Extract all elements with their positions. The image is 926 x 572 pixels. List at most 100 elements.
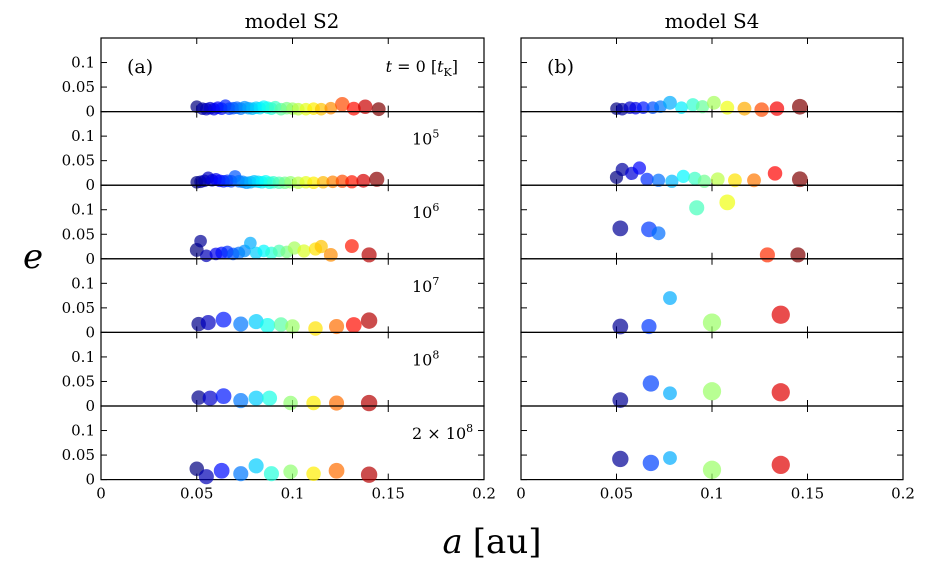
data-point — [695, 100, 710, 114]
y-tick-label: 0.1 — [71, 422, 95, 440]
y-axis-label: e — [23, 237, 43, 277]
panel-frame — [520, 184, 904, 260]
data-point — [369, 171, 385, 187]
data-point — [663, 386, 677, 401]
data-point — [612, 220, 629, 237]
data-point — [612, 318, 629, 335]
data-point — [191, 390, 206, 405]
title-model-s4: model S4 — [665, 9, 760, 33]
data-point — [689, 200, 705, 216]
data-point — [371, 102, 386, 117]
y-tick-label: 0 — [85, 250, 95, 268]
y-tick-label: 0.05 — [62, 446, 95, 464]
title-model-s2: model S2 — [245, 9, 340, 33]
row-label-time-exp: 7 — [432, 275, 439, 288]
data-point — [767, 166, 783, 181]
row-label-time-exp: 8 — [466, 422, 473, 435]
data-point — [754, 102, 769, 117]
row-label-time: 108 — [412, 348, 439, 369]
data-point — [335, 96, 350, 112]
data-point — [248, 390, 264, 406]
row-label-time: t = 0 [tK] — [386, 57, 458, 79]
data-point — [642, 454, 660, 472]
data-point — [306, 466, 321, 481]
x-tick-label: 0.15 — [791, 485, 824, 503]
data-point — [651, 226, 666, 241]
data-point — [233, 393, 249, 409]
y-tick-label: 0 — [85, 471, 95, 489]
data-point — [273, 317, 289, 332]
data-point — [248, 458, 264, 474]
data-point — [213, 462, 230, 479]
data-point — [356, 173, 371, 188]
data-point — [612, 392, 629, 408]
x-tick-label: 0.1 — [700, 485, 724, 503]
data-point — [612, 450, 629, 468]
data-point — [285, 319, 300, 334]
data-point — [790, 247, 806, 263]
y-tick-label: 0.1 — [71, 348, 95, 366]
data-point — [791, 171, 808, 188]
data-point — [344, 239, 359, 253]
data-point — [636, 101, 650, 114]
data-point — [361, 247, 377, 263]
row-label-time-close: ] — [452, 57, 458, 76]
data-point — [697, 174, 711, 188]
data-point — [323, 247, 338, 262]
row-label-time-base: 10 — [412, 203, 432, 222]
row-label-time-eq: = 0 [ — [392, 57, 437, 76]
x-tick-label: 0.2 — [472, 485, 496, 503]
data-point — [791, 98, 808, 115]
data-point — [233, 466, 249, 482]
data-point — [233, 316, 249, 332]
x-tick-label: 0 — [516, 485, 526, 503]
data-point — [727, 173, 742, 188]
y-tick-label: 0 — [85, 103, 95, 121]
data-point — [335, 174, 349, 188]
y-tick-label: 0.05 — [62, 152, 95, 170]
y-tick-label: 0.1 — [71, 201, 95, 219]
y-tick-label: 0 — [85, 397, 95, 415]
row-label-time-sub: K — [444, 66, 453, 79]
data-point — [706, 95, 721, 110]
x-tick-label: 0 — [96, 485, 106, 503]
data-point — [771, 305, 790, 324]
y-tick-label: 0 — [85, 176, 95, 194]
panel-label: (b) — [547, 56, 574, 78]
data-point — [328, 462, 345, 479]
data-point — [771, 455, 790, 475]
data-point — [651, 173, 666, 187]
y-tick-label: 0.05 — [62, 78, 95, 96]
data-point — [261, 390, 278, 406]
data-point — [719, 194, 736, 211]
row-label-time-unit: t — [437, 57, 444, 76]
data-point — [665, 174, 679, 188]
row-label-time-base: 10 — [412, 277, 432, 296]
data-point — [314, 239, 328, 254]
data-point — [215, 388, 232, 405]
row-label-time-exp: 8 — [432, 348, 439, 361]
data-point — [283, 464, 298, 479]
row-label-time-base: 10 — [412, 350, 432, 369]
data-point — [702, 313, 722, 332]
row-label-time-var: t — [386, 57, 393, 76]
data-point — [769, 101, 785, 116]
row-label-time: 2 × 108 — [412, 422, 473, 443]
data-point — [702, 382, 722, 401]
data-point — [737, 101, 752, 116]
row-label-time: 106 — [412, 201, 439, 222]
row-label-time-base: 10 — [412, 130, 432, 149]
data-point — [328, 318, 345, 335]
x-tick-label: 0.1 — [281, 485, 305, 503]
data-point — [297, 244, 311, 258]
data-point — [710, 172, 725, 187]
data-point — [663, 451, 677, 465]
data-point — [308, 321, 323, 336]
data-point — [260, 317, 276, 334]
x-axis-label-unit: [au] — [473, 522, 542, 562]
y-tick-label: 0.1 — [71, 127, 95, 145]
data-point — [676, 169, 690, 183]
x-tick-label: 0.05 — [600, 485, 633, 503]
data-point — [328, 395, 345, 411]
